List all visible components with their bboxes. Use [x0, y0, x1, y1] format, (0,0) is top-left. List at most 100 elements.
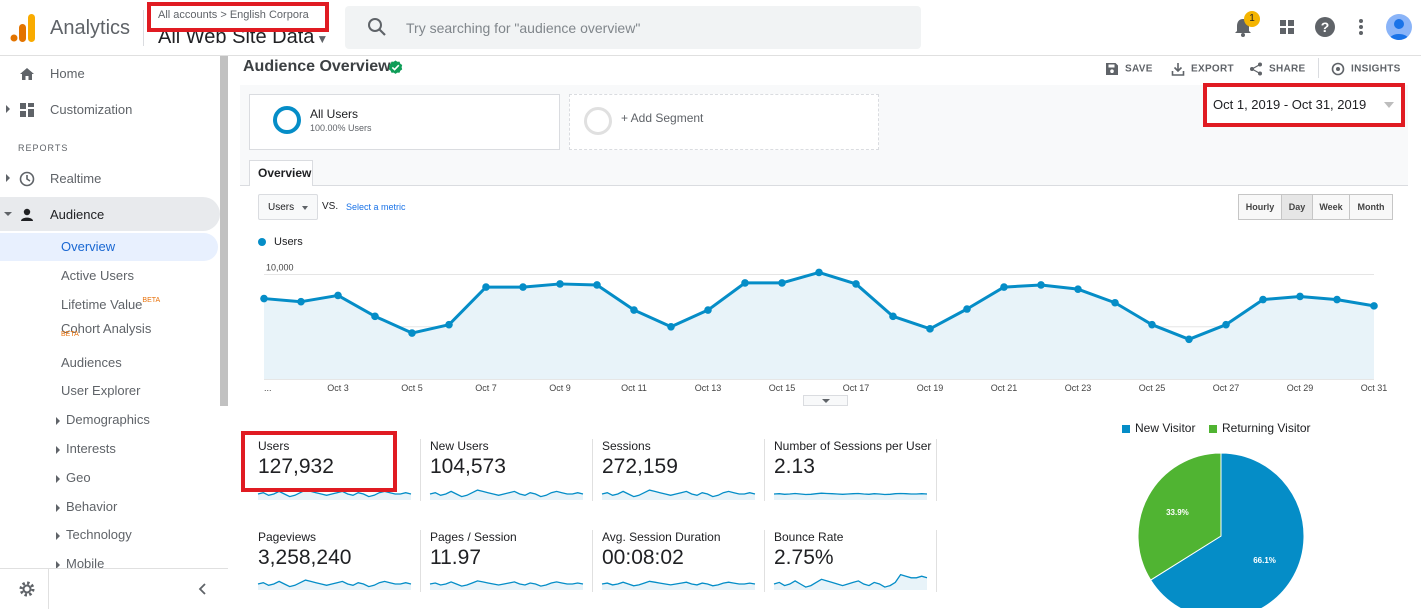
scorecard-label: Sessions	[602, 439, 651, 453]
select-metric-link[interactable]: Select a metric	[346, 202, 406, 212]
sidebar-item-audiences[interactable]: Audiences	[61, 355, 122, 370]
export-label: EXPORT	[1191, 63, 1234, 75]
tab-overview[interactable]: Overview	[249, 160, 313, 186]
granularity-week[interactable]: Week	[1312, 194, 1350, 220]
scorecard-new-users[interactable]: New Users 104,573	[430, 439, 590, 509]
app-name: Analytics	[50, 17, 131, 39]
sidebar-item-active-users[interactable]: Active Users	[61, 268, 134, 283]
expand-arrow-icon	[56, 503, 60, 512]
sidebar-item-cohort-analysis[interactable]: Cohort Analysis BETA	[61, 321, 151, 351]
beta-badge: BETA	[61, 331, 79, 338]
search-input[interactable]: Try searching for "audience overview"	[406, 20, 641, 36]
scorecard-sessions-per-user[interactable]: Number of Sessions per User 2.13	[774, 439, 934, 509]
pie-slice-label: 66.1%	[1253, 556, 1276, 565]
expand-arrow-icon	[56, 531, 60, 540]
analytics-logo-icon[interactable]	[10, 14, 36, 42]
sidebar-item-user-explorer[interactable]: User Explorer	[61, 383, 141, 398]
expand-arrow-icon	[6, 174, 10, 182]
sidebar-item-behavior[interactable]: Behavior	[56, 499, 117, 514]
scorecard-label: Users	[258, 439, 290, 453]
sidebar-item-realtime[interactable]: Realtime	[0, 161, 220, 195]
scorecard-value: 127,932	[258, 455, 334, 478]
save-button[interactable]: SAVE	[1105, 62, 1153, 76]
sidebar-scrollbar[interactable]	[220, 56, 228, 406]
scorecard-label: Pageviews	[258, 530, 317, 544]
metric-select[interactable]: Users	[258, 194, 318, 220]
reports-heading: REPORTS	[18, 143, 69, 153]
more-vert-icon[interactable]	[1350, 16, 1372, 38]
scorecard-divider	[592, 439, 593, 501]
scorecard-bounce-rate[interactable]: Bounce Rate 2.75%	[774, 530, 934, 600]
scorecard-avg-session-duration[interactable]: Avg. Session Duration 00:08:02	[602, 530, 762, 600]
insights-icon	[1331, 62, 1345, 76]
svg-text:?: ?	[1321, 19, 1330, 35]
view-caret-icon: ▼	[316, 32, 329, 46]
add-segment-label: + Add Segment	[621, 111, 704, 125]
chart-resize-handle[interactable]	[803, 395, 848, 406]
date-range-text: Oct 1, 2019 - Oct 31, 2019	[1213, 97, 1367, 112]
chart-legend-users: Users	[258, 236, 303, 248]
pie-legend-label: New Visitor	[1135, 421, 1196, 435]
visitor-pie-chart: 66.1% 33.9%	[1137, 452, 1305, 608]
dashboard-icon	[20, 103, 34, 117]
sidebar-label-customization: Customization	[50, 102, 133, 117]
help-icon[interactable]: ?	[1314, 16, 1336, 38]
legend-dot	[258, 238, 266, 247]
sidebar-item-lifetime-value[interactable]: Lifetime ValueBETA	[61, 297, 160, 312]
legend-swatch	[1122, 424, 1130, 433]
sidebar-item-home[interactable]: Home	[0, 56, 220, 90]
search-bar[interactable]: Try searching for "audience overview"	[345, 6, 921, 49]
sidebar-item-mobile[interactable]: Mobile	[56, 556, 104, 571]
account-avatar[interactable]	[1386, 14, 1412, 40]
sidebar-item-interests[interactable]: Interests	[56, 441, 116, 456]
sidebar-item-technology[interactable]: Technology	[56, 527, 132, 542]
export-icon	[1171, 63, 1185, 76]
granularity-hourly[interactable]: Hourly	[1238, 194, 1282, 220]
expand-arrow-icon	[56, 474, 60, 483]
demographics-label: Demographics	[66, 412, 150, 427]
gear-icon[interactable]	[18, 580, 36, 598]
scorecard-divider	[420, 530, 421, 592]
sidebar-footer	[0, 568, 228, 609]
share-button[interactable]: SHARE	[1249, 62, 1306, 76]
scorecard-value: 2.13	[774, 455, 815, 478]
collapse-sidebar-icon[interactable]	[196, 582, 210, 596]
pie-slice	[1137, 452, 1222, 581]
scorecard-pages-per-session[interactable]: Pages / Session 11.97	[430, 530, 590, 600]
behavior-label: Behavior	[66, 499, 118, 514]
mobile-label: Mobile	[66, 556, 105, 571]
insights-button[interactable]: INSIGHTS	[1331, 62, 1401, 76]
scorecard-label: New Users	[430, 439, 489, 453]
save-label: SAVE	[1125, 63, 1153, 75]
sidebar-item-overview[interactable]: Overview	[0, 233, 218, 261]
date-range-picker[interactable]	[1203, 83, 1405, 127]
add-segment-circle-icon	[584, 107, 612, 135]
sidebar-item-audience[interactable]: Audience	[0, 197, 220, 231]
apps-grid-icon[interactable]	[1276, 16, 1298, 38]
pie-legend-new-visitor: New Visitor	[1122, 421, 1195, 435]
date-caret-icon	[1384, 102, 1394, 108]
sidebar-item-demographics[interactable]: Demographics	[56, 412, 150, 427]
granularity-month[interactable]: Month	[1349, 194, 1393, 220]
page-title: Audience Overview	[243, 58, 391, 75]
scorecard-divider	[592, 530, 593, 592]
scorecard-label: Bounce Rate	[774, 530, 844, 544]
notification-badge: 1	[1244, 11, 1260, 27]
scorecard-sessions[interactable]: Sessions 272,159	[602, 439, 762, 509]
account-breadcrumb-text: All accounts > English Corpora	[158, 9, 309, 21]
scorecard-value: 00:08:02	[602, 546, 684, 569]
scorecard-users[interactable]: Users 127,932	[258, 439, 418, 509]
scorecard-value: 3,258,240	[258, 546, 352, 569]
scorecard-pageviews[interactable]: Pageviews 3,258,240	[258, 530, 418, 600]
account-breadcrumb[interactable]: All accounts > English Corpora	[147, 2, 329, 32]
sidebar-label-realtime: Realtime	[50, 171, 102, 186]
share-label: SHARE	[1269, 63, 1306, 75]
clock-icon	[19, 171, 35, 187]
granularity-day[interactable]: Day	[1281, 194, 1313, 220]
export-button[interactable]: EXPORT	[1171, 62, 1234, 76]
home-icon	[20, 68, 34, 80]
sidebar-item-geo[interactable]: Geo	[56, 470, 91, 485]
vs-label: VS.	[322, 201, 339, 212]
sidebar-item-customization[interactable]: Customization	[0, 92, 220, 126]
add-segment-button[interactable]	[569, 94, 879, 150]
